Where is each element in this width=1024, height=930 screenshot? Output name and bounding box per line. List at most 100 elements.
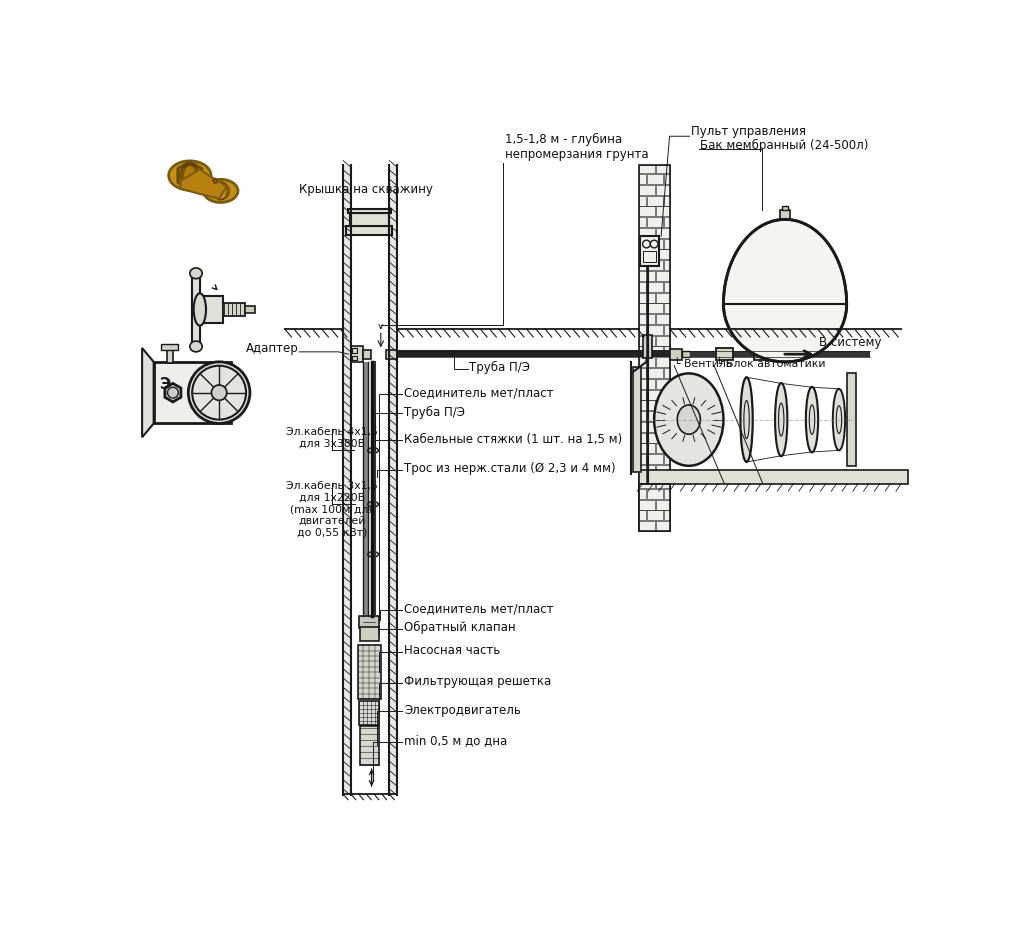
Bar <box>343 166 351 795</box>
Bar <box>655 486 670 497</box>
Text: Трос из нерж.стали (Ø 2,3 и 4 мм): Трос из нерж.стали (Ø 2,3 и 4 мм) <box>403 462 615 475</box>
Bar <box>639 422 655 432</box>
Bar <box>665 260 670 271</box>
Text: Крышка на скважину: Крышка на скважину <box>299 183 433 196</box>
Bar <box>359 701 379 724</box>
Bar <box>359 616 379 628</box>
Ellipse shape <box>211 385 226 400</box>
Text: Бак мембранный (24-500л): Бак мембранный (24-500л) <box>700 139 868 152</box>
Bar <box>647 195 664 206</box>
Text: Труба П/Э: Труба П/Э <box>403 405 465 419</box>
Ellipse shape <box>368 551 379 557</box>
Bar <box>655 228 670 238</box>
Bar <box>665 368 670 378</box>
Bar <box>647 303 664 313</box>
Ellipse shape <box>188 362 250 423</box>
Bar <box>639 484 655 488</box>
Bar <box>655 465 670 475</box>
Bar <box>637 351 671 357</box>
Bar <box>655 379 670 389</box>
Text: └ Блок автоматики: └ Блок автоматики <box>716 359 825 369</box>
Bar <box>655 499 670 510</box>
Bar <box>634 367 641 472</box>
Text: Соединитель мет/пласт: Соединитель мет/пласт <box>403 602 553 615</box>
Bar <box>665 476 670 485</box>
Bar <box>639 217 646 227</box>
Bar <box>639 206 655 217</box>
Bar <box>647 368 664 378</box>
Bar <box>665 511 670 521</box>
Bar <box>655 271 670 281</box>
Ellipse shape <box>740 378 753 462</box>
Bar <box>348 208 391 213</box>
Bar <box>655 484 670 488</box>
Bar <box>847 374 856 466</box>
Bar <box>639 166 655 173</box>
Bar <box>639 454 646 464</box>
Bar <box>782 206 788 210</box>
Polygon shape <box>180 169 226 199</box>
Bar <box>640 236 658 266</box>
Bar <box>665 347 670 356</box>
Polygon shape <box>142 348 154 437</box>
Bar <box>665 195 670 206</box>
Ellipse shape <box>775 383 787 457</box>
Ellipse shape <box>194 293 206 325</box>
Polygon shape <box>178 162 202 190</box>
Bar <box>647 511 664 521</box>
Ellipse shape <box>806 387 818 452</box>
Bar <box>352 355 357 360</box>
Bar <box>639 228 655 238</box>
Bar <box>647 239 664 248</box>
Bar <box>639 357 655 367</box>
Bar <box>357 645 381 699</box>
Bar <box>665 390 670 400</box>
Bar <box>665 217 670 227</box>
Bar <box>639 368 646 378</box>
Bar <box>639 444 655 454</box>
Polygon shape <box>165 383 181 402</box>
Text: Эл.кабель 3х1,5
для 1х220В
(max 100м для
двигателей
до 0,55 кВт): Эл.кабель 3х1,5 для 1х220В (max 100м для… <box>287 481 378 538</box>
Bar <box>647 282 664 292</box>
Bar <box>639 347 646 356</box>
Bar <box>665 282 670 292</box>
Bar <box>639 484 670 531</box>
Text: Кабельные стяжки (1 шт. на 1,5 м): Кабельные стяжки (1 шт. на 1,5 м) <box>403 432 623 445</box>
Bar <box>682 351 689 357</box>
Bar <box>386 350 397 359</box>
Bar <box>665 239 670 248</box>
Text: Адаптер: Адаптер <box>246 342 298 355</box>
Bar <box>639 336 655 346</box>
Text: min 0,5 м до дна: min 0,5 м до дна <box>403 735 507 748</box>
Bar <box>193 272 200 346</box>
Bar <box>639 432 646 443</box>
Bar <box>639 282 646 292</box>
Bar <box>655 357 670 367</box>
Bar <box>655 314 670 325</box>
Bar <box>647 174 664 184</box>
Bar <box>647 325 664 335</box>
Text: └ Вентиль: └ Вентиль <box>674 359 732 369</box>
Bar <box>647 489 664 498</box>
Bar <box>755 348 771 360</box>
Bar <box>665 411 670 421</box>
Bar <box>639 379 655 389</box>
Bar <box>639 239 646 248</box>
Bar <box>639 489 646 498</box>
Bar <box>639 325 646 335</box>
Text: В систему: В систему <box>819 337 882 350</box>
Bar <box>655 336 670 346</box>
Bar <box>639 390 646 400</box>
Ellipse shape <box>189 341 202 352</box>
Bar <box>639 486 655 497</box>
Polygon shape <box>724 219 847 362</box>
Bar <box>639 260 646 271</box>
Text: Обратный клапан: Обратный клапан <box>403 621 515 634</box>
Ellipse shape <box>368 501 379 507</box>
Bar <box>350 213 388 226</box>
Bar <box>647 476 664 485</box>
Bar <box>655 293 670 302</box>
Bar <box>364 362 369 616</box>
Bar <box>389 166 397 795</box>
Bar <box>167 348 173 364</box>
